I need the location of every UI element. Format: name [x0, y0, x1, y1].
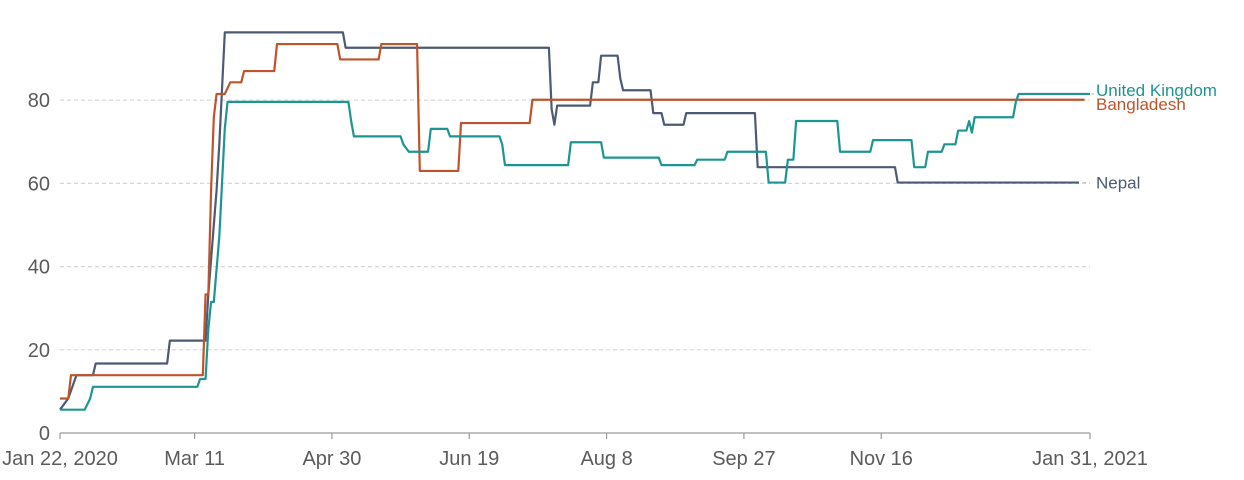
series-line-nepal — [59, 31, 1080, 411]
x-tick-label: Jan 31, 2021 — [1032, 448, 1148, 470]
series-lines — [59, 31, 1090, 411]
y-tick-label: 0 — [39, 423, 50, 445]
x-tick-label: Sep 27 — [712, 448, 775, 470]
series-label-nepal: Nepal — [1096, 174, 1140, 193]
y-tick-label: 40 — [28, 257, 50, 279]
y-axis: 0 20 40 60 80 — [28, 90, 50, 445]
x-tick-label: Apr 30 — [302, 448, 361, 470]
y-tick-label: 20 — [28, 340, 50, 362]
x-tick-label: Mar 11 — [164, 448, 225, 470]
x-tick-label: Aug 8 — [580, 448, 632, 470]
y-tick-label: 80 — [28, 90, 50, 112]
series-label-bangladesh: Bangladesh — [1096, 95, 1186, 114]
y-tick-label: 60 — [28, 173, 50, 195]
x-tick-label: Nov 16 — [850, 448, 913, 470]
series-label-united-kingdom: United Kingdom — [1096, 81, 1217, 100]
x-axis: Jan 22, 2020 Mar 11 Apr 30 Jun 19 Aug 8 Sep 2… — [2, 432, 1148, 470]
x-tick-label: Jun 19 — [439, 448, 499, 470]
series-line-bangladesh — [60, 42, 1085, 400]
series-line-united-kingdom — [60, 92, 1090, 411]
x-tick-label: Jan 22, 2020 — [2, 448, 118, 470]
